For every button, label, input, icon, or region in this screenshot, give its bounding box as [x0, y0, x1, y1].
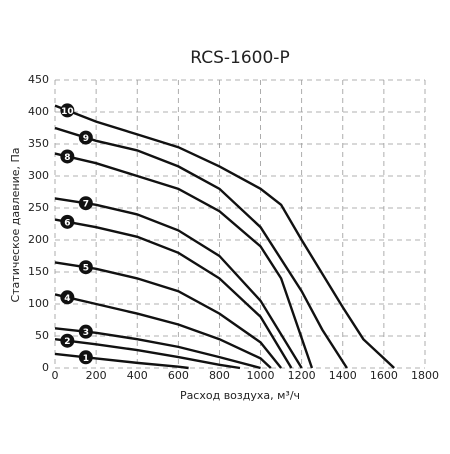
fan-curve — [54, 104, 395, 369]
legend-label: 2 — [64, 337, 70, 347]
y-tick-label: 300 — [28, 169, 49, 182]
chart-title: RCS-1600-P — [190, 48, 289, 68]
y-tick-label: 250 — [28, 201, 49, 214]
fan-curve — [54, 152, 314, 369]
y-tick-label: 50 — [35, 329, 49, 342]
curve-badge — [78, 130, 93, 145]
x-axis-label: Расход воздуха, м³/ч — [180, 389, 300, 402]
fan-curve — [54, 261, 283, 369]
fan-curve — [54, 338, 241, 370]
x-tick-label: 600 — [168, 369, 189, 382]
y-tick-label: 100 — [28, 297, 49, 310]
curve-badge — [60, 103, 75, 118]
curve-badge — [78, 260, 93, 275]
x-tick-label: 1200 — [288, 369, 316, 382]
y-tick-label: 0 — [42, 361, 49, 374]
x-tick-label: 1000 — [247, 369, 275, 382]
legend-label: 5 — [83, 264, 89, 274]
legend-label: 9 — [83, 134, 89, 144]
x-tick-label: 1400 — [329, 369, 357, 382]
legend-label: 8 — [64, 153, 70, 163]
curve-badge — [60, 214, 75, 229]
legend-label: 7 — [83, 200, 89, 210]
x-tick-label: 0 — [52, 369, 59, 382]
curve-badge — [78, 324, 93, 339]
y-tick-label: 150 — [28, 265, 49, 278]
fan-curve — [54, 197, 303, 369]
legend-label: 6 — [64, 218, 70, 228]
curve-badge — [60, 149, 75, 164]
x-tick-label: 400 — [127, 369, 148, 382]
legend-label: 10 — [61, 107, 74, 117]
legend-label: 4 — [64, 294, 70, 304]
curve-badge — [60, 290, 75, 305]
curve-badge — [78, 196, 93, 211]
x-tick-label: 1800 — [411, 369, 439, 382]
curve-badge — [78, 350, 93, 365]
fan-curve — [54, 293, 272, 369]
legend-label: 1 — [83, 354, 89, 364]
y-tick-label: 350 — [28, 137, 49, 150]
curve-badge — [60, 333, 75, 348]
x-tick-label: 200 — [86, 369, 107, 382]
x-tick-label: 800 — [209, 369, 230, 382]
y-tick-label: 450 — [28, 73, 49, 86]
fan-curve — [54, 218, 293, 369]
y-tick-label: 200 — [28, 233, 49, 246]
legend-label: 3 — [83, 328, 89, 338]
fan-curve — [54, 126, 348, 369]
y-axis-label: Статическое давление, Па — [9, 147, 22, 302]
x-tick-label: 1600 — [370, 369, 398, 382]
y-tick-label: 400 — [28, 105, 49, 118]
